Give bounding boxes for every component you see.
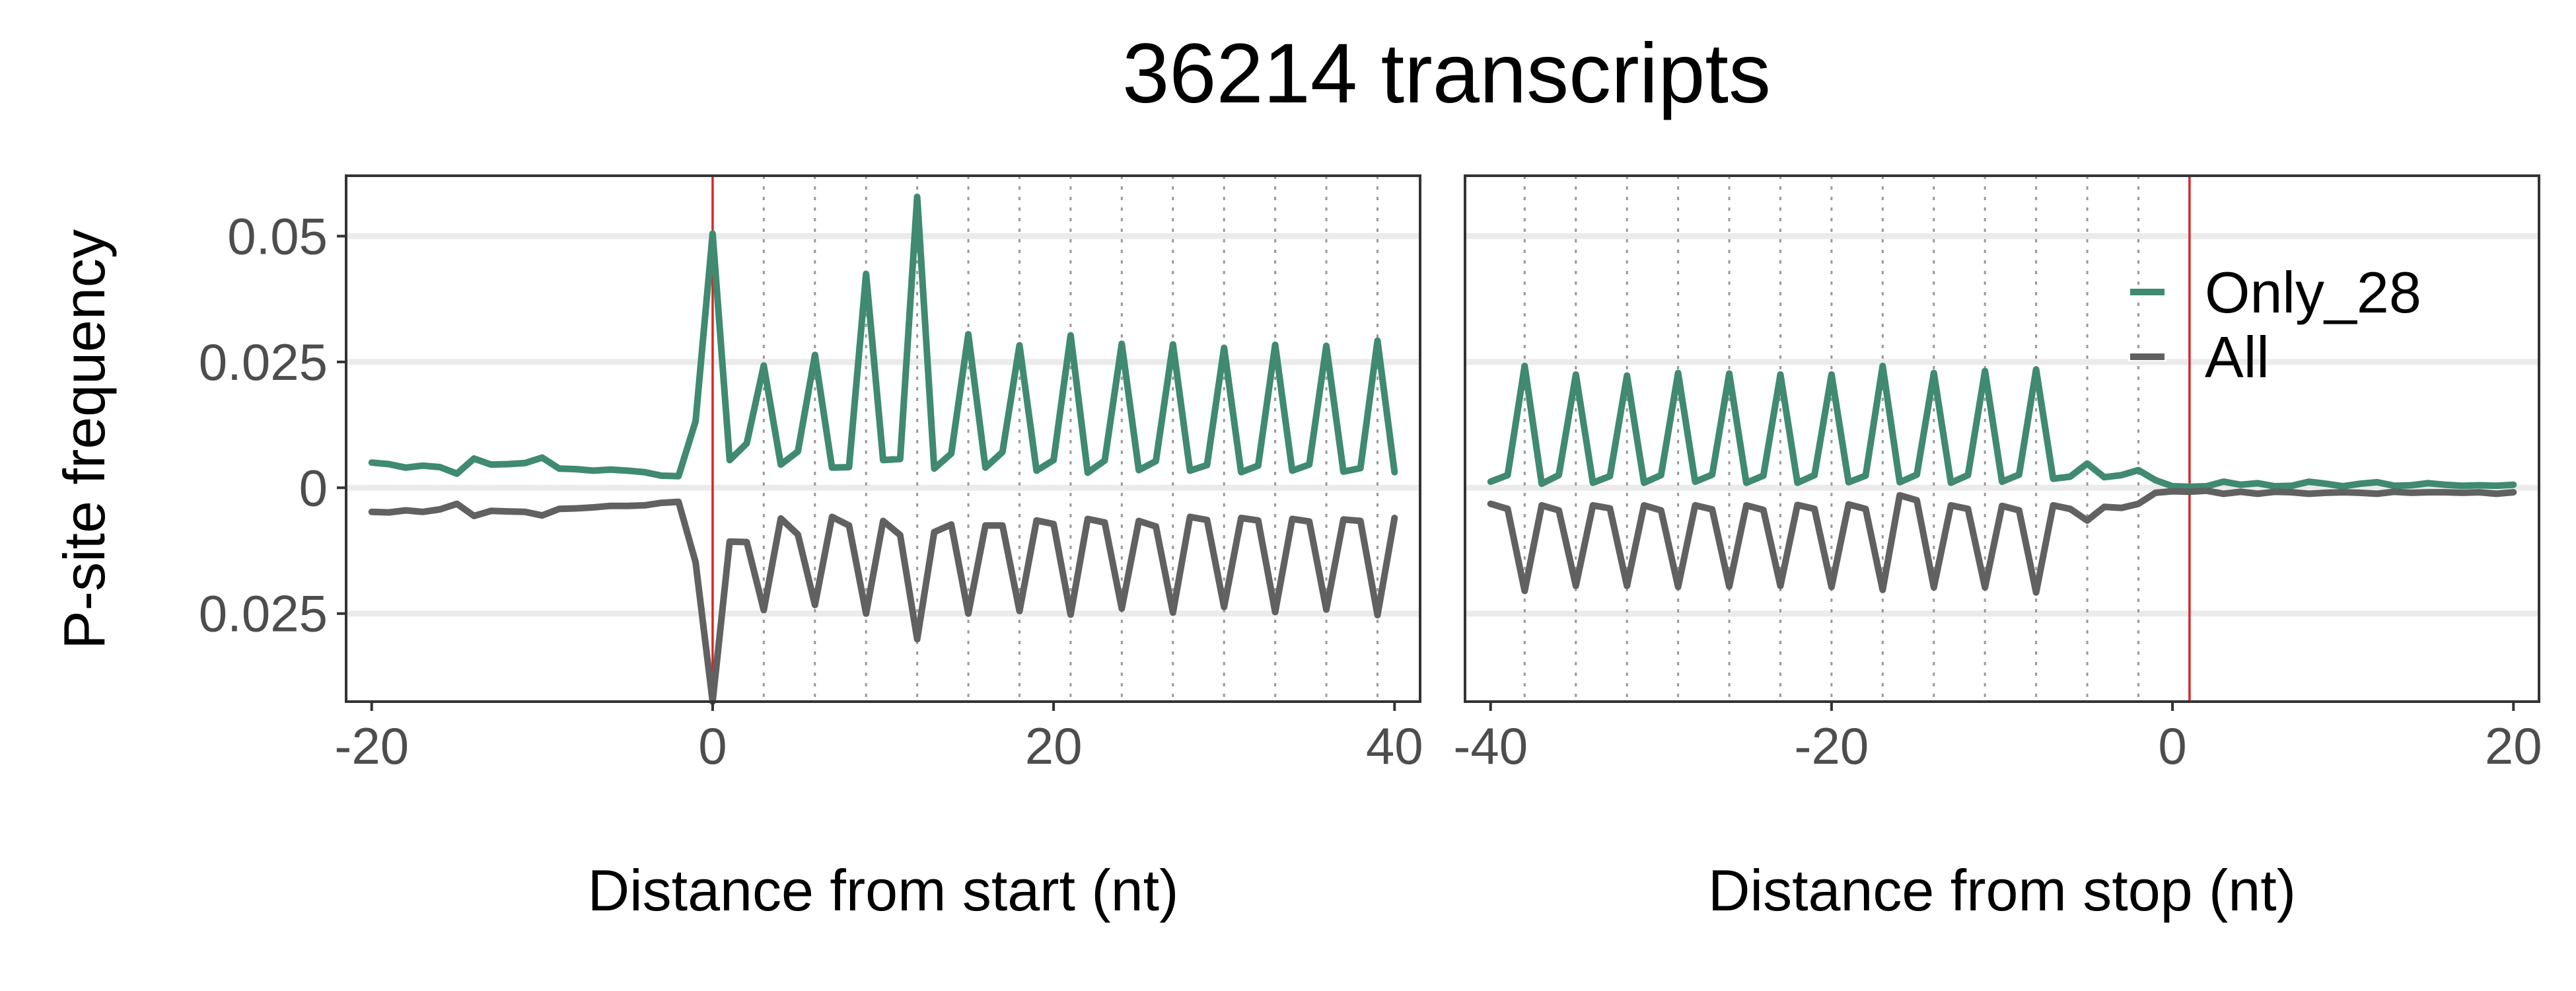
series-line-only-28 [1487, 362, 2517, 490]
x-tick-label: 0 [698, 717, 727, 775]
legend-label: Only_28 [2205, 260, 2421, 325]
y-tick-label: 0.05 [227, 207, 328, 265]
legend-label: All [2205, 324, 2270, 390]
series-line-all [368, 498, 1398, 705]
x-axis-title: Distance from stop (nt) [1708, 858, 2296, 923]
panel-start: -20 0 20 40 Distance from start (nt) 0.05 0.02… [199, 174, 1423, 923]
legend-item-all: All [2128, 324, 2270, 390]
series-line-all [1487, 487, 2517, 596]
x-tick-label: 20 [2485, 717, 2542, 775]
x-tick-label: 0 [2158, 717, 2186, 775]
chart-panels: -20 0 20 40 Distance from start (nt) 0.05 0.02… [199, 174, 2542, 923]
x-tick-label: -20 [1795, 717, 1869, 775]
series-line-only-28 [368, 194, 1398, 480]
y-tick-label: 0.025 [199, 333, 328, 391]
y-tick-label: 0 [299, 459, 328, 517]
chart-title: 36214 transcripts [1122, 26, 1771, 121]
y-axis-title: P-site frequency [52, 229, 117, 649]
panel-stop: -40 -20 0 20 Distance from stop (nt) [1453, 174, 2542, 923]
panel-border [345, 174, 1421, 703]
x-tick-label: 40 [1366, 717, 1423, 775]
panel-border [1464, 174, 2540, 703]
x-axis-title: Distance from start (nt) [588, 858, 1179, 923]
x-tick-label: 20 [1025, 717, 1083, 775]
y-tick-label: 0.025 [199, 585, 328, 643]
x-tick-label: -40 [1453, 717, 1528, 775]
x-tick-label: -20 [334, 717, 409, 775]
legend-item-only-28: Only_28 [2128, 260, 2421, 325]
